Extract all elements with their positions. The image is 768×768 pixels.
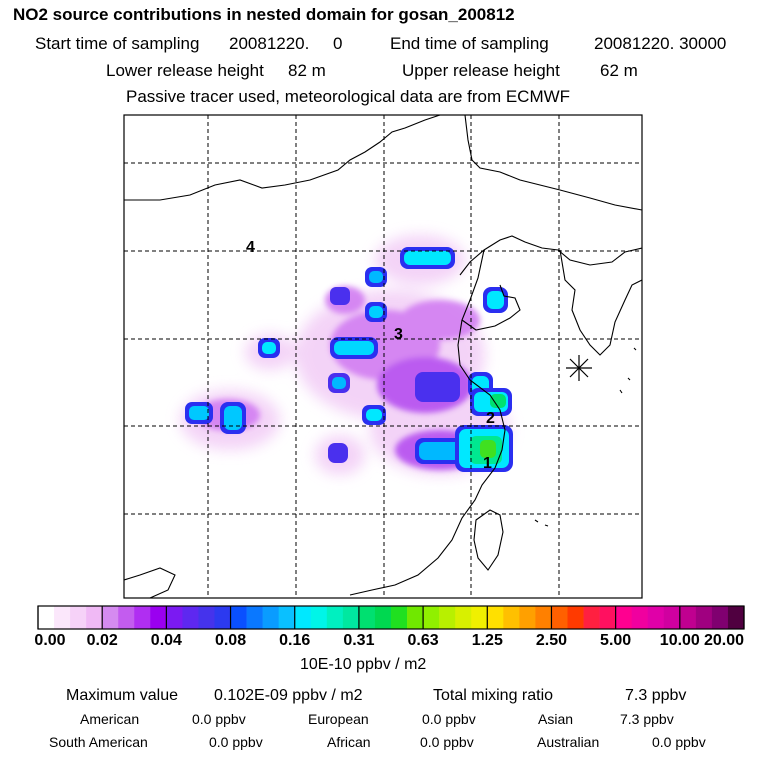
lower-release-value: 82 m (288, 61, 326, 80)
end-time-label: End time of sampling (390, 34, 549, 53)
colorbar-swatch (150, 606, 167, 629)
colorbar-label: 2.50 (535, 632, 568, 649)
region-label-4: 4 (246, 239, 255, 256)
colorbar-swatch (663, 606, 681, 629)
colorbar-swatch (471, 606, 488, 629)
colorbar-swatch (358, 606, 376, 629)
colorbar-swatch (551, 606, 568, 629)
colorbar-units: 10E-10 ppbv / m2 (300, 656, 427, 673)
colorbar-swatch (70, 606, 87, 629)
upper-release-value: 62 m (600, 61, 638, 80)
colorbar-swatch (38, 606, 55, 629)
max-value: 0.102E-09 ppbv / m2 (214, 687, 363, 704)
colorbar-swatch (230, 606, 247, 629)
colorbar-swatch (679, 606, 697, 629)
colorbar-swatch (198, 606, 215, 629)
colorbar-swatch (711, 606, 729, 629)
colorbar-swatch (86, 606, 103, 629)
region-label-3: 3 (394, 326, 403, 343)
colorbar-swatch (599, 606, 616, 629)
region-label-1: 1 (483, 455, 492, 472)
colorbar-swatch (391, 606, 408, 629)
start-time-value: 20081220. 0 (229, 34, 343, 53)
total-mixing-value: 7.3 ppbv (625, 687, 687, 704)
colorbar-swatch (631, 606, 649, 629)
colorbar-swatch (439, 606, 456, 629)
colorbar-swatch (294, 606, 312, 629)
colorbar-label: 0.02 (86, 632, 118, 649)
region-name-european: European (308, 711, 369, 727)
colorbar-label: 0.31 (343, 632, 375, 649)
colorbar-swatch (310, 606, 328, 629)
colorbar-label: 1.25 (471, 632, 503, 649)
region-name-south-american: South American (49, 734, 148, 750)
region-value-south-american: 0.0 ppbv (209, 734, 263, 750)
asterisk-icon (566, 355, 592, 381)
colorbar-swatch (326, 606, 344, 629)
colorbar-swatch (134, 606, 151, 629)
colorbar-swatch (246, 606, 263, 629)
colorbar-label: 0.00 (34, 632, 66, 649)
region-value-african: 0.0 ppbv (420, 734, 474, 750)
region-name-african: African (327, 734, 371, 750)
hotspots (185, 247, 513, 472)
colorbar-swatch (487, 606, 504, 629)
colorbar-swatch (535, 606, 552, 629)
colorbar-swatch (374, 606, 392, 629)
region-value-asian: 7.3 ppbv (620, 711, 674, 727)
colorbar-label: 0.16 (279, 632, 311, 649)
colorbar (37, 606, 745, 629)
map-frame (123, 114, 643, 599)
colorbar-swatch (407, 606, 424, 629)
colorbar-swatch (615, 606, 632, 629)
region-value-australian: 0.0 ppbv (652, 734, 706, 750)
colorbar-label: 20.00 (703, 632, 745, 649)
colorbar-swatch (182, 606, 199, 629)
colorbar-swatch (54, 606, 71, 629)
end-time-value: 20081220. 30000 (594, 34, 727, 53)
colorbar-frame (37, 605, 745, 630)
colorbar-swatch (727, 606, 745, 629)
map-title: NO2 source contributions in nested domai… (13, 5, 515, 24)
colorbar-label: 0.08 (214, 632, 247, 649)
region-value-american: 0.0 ppbv (192, 711, 246, 727)
lower-release-label: Lower release height (106, 61, 264, 80)
colorbar-swatch (695, 606, 713, 629)
start-time-label: Start time of sampling (35, 34, 200, 53)
region-name-american: American (80, 711, 140, 727)
region-name-asian: Asian (538, 711, 574, 727)
colorbar-swatch (342, 606, 360, 629)
colorbar-label: 5.00 (600, 632, 632, 649)
colorbar-swatch (278, 606, 296, 629)
colorbar-swatch (519, 606, 536, 629)
colorbar-swatch (262, 606, 279, 629)
colorbar-swatch (455, 606, 472, 629)
colorbar-swatch (583, 606, 600, 629)
colorbar-swatch (214, 606, 231, 629)
colorbar-label: 0.04 (150, 632, 182, 649)
grid-lines (124, 115, 642, 598)
colorbar-swatch (166, 606, 183, 629)
colorbar-swatch (423, 606, 440, 629)
colorbar-swatch (503, 606, 520, 629)
colorbar-swatch (102, 606, 119, 629)
total-mixing-label: Total mixing ratio (433, 687, 554, 704)
colorbar-swatch (647, 606, 665, 629)
colorbar-label: 10.00 (659, 632, 700, 649)
colorbar-swatch (118, 606, 135, 629)
colorbar-swatch (567, 606, 584, 629)
coastlines (124, 115, 642, 598)
region-value-european: 0.0 ppbv (422, 711, 476, 727)
upper-release-label: Upper release height (402, 61, 560, 80)
region-name-australian: Australian (537, 734, 600, 750)
max-value-label: Maximum value (66, 687, 179, 704)
region-label-2: 2 (486, 410, 495, 427)
colorbar-label: 0.63 (407, 632, 439, 649)
tracer-note: Passive tracer used, meteorological data… (126, 87, 571, 106)
map-area (124, 115, 642, 598)
